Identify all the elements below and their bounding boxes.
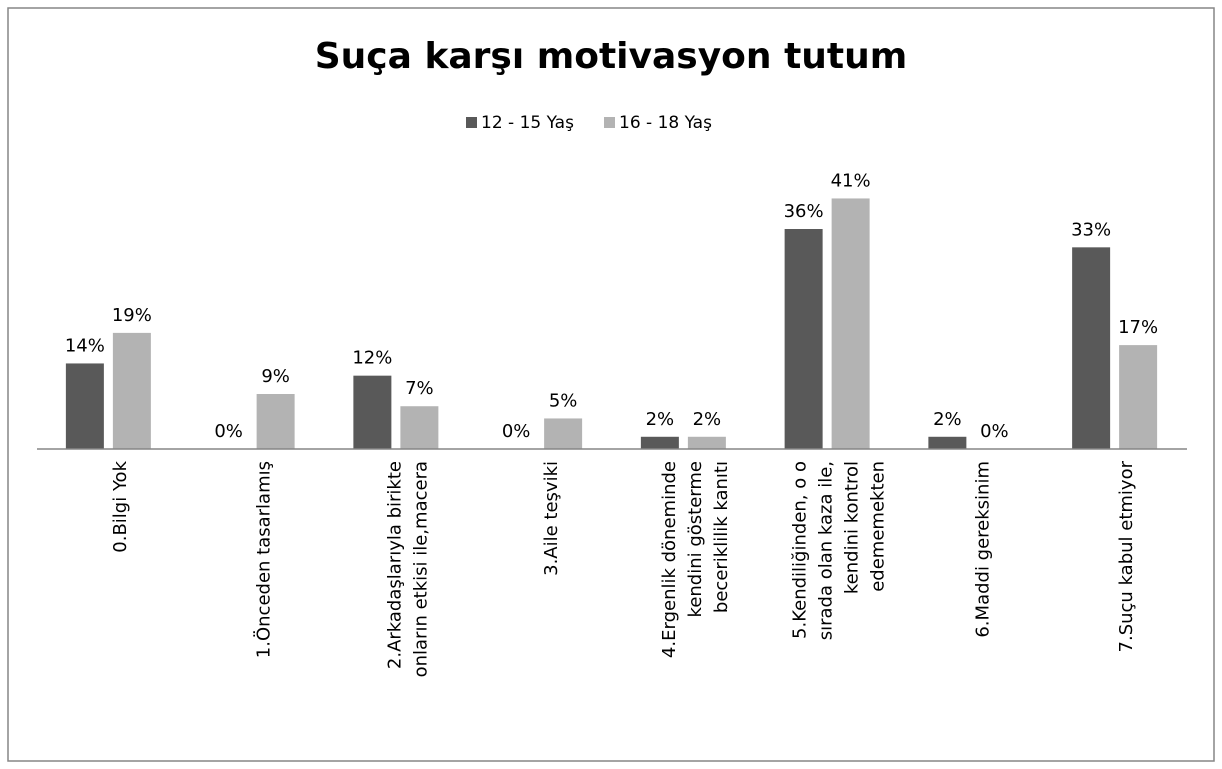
value-label: 7% xyxy=(405,378,434,399)
bar xyxy=(687,436,726,449)
value-label: 19% xyxy=(112,305,152,326)
x-tick-label: kendini gösterme xyxy=(685,461,706,617)
legend-text: 16 - 18 Yaş xyxy=(619,113,712,133)
value-label: 0% xyxy=(980,421,1009,442)
x-tick-label: edememekten xyxy=(868,461,889,592)
bar xyxy=(1072,247,1111,449)
value-label: 33% xyxy=(1071,219,1111,240)
value-label: 2% xyxy=(646,409,675,430)
value-label: 14% xyxy=(65,335,105,356)
chart-border xyxy=(7,7,1215,762)
x-tick-label: 6.Maddi gereksinim xyxy=(972,461,993,638)
value-label: 2% xyxy=(933,409,962,430)
value-label: 2% xyxy=(693,409,722,430)
x-tick-label: 1.Önceden tasarlamış xyxy=(253,461,275,658)
value-label: 5% xyxy=(549,390,578,411)
bar xyxy=(256,394,295,449)
value-label: 36% xyxy=(784,201,824,222)
x-tick-label: 2.Arkadaşlarıyla birikte xyxy=(384,461,405,669)
x-tick-label: beceriklilik kanıtı xyxy=(711,461,732,613)
bar xyxy=(400,406,439,449)
bar xyxy=(1119,345,1158,449)
value-label: 41% xyxy=(831,170,871,191)
bar xyxy=(544,418,583,449)
legend-text: 12 - 15 Yaş xyxy=(481,113,574,133)
legend-swatch xyxy=(604,117,615,128)
x-tick-label: 3.Aile teşviki xyxy=(541,461,562,576)
chart-title: Suça karşı motivasyon tutum xyxy=(315,36,908,77)
value-label: 17% xyxy=(1118,317,1158,338)
x-tick-label: 0.Bilgi Yok xyxy=(110,460,131,552)
bar xyxy=(65,363,104,449)
x-tick-label: onların etkisi ile,macera xyxy=(410,461,431,677)
x-tick-label: kendini kontrol xyxy=(842,461,863,594)
bar xyxy=(928,436,967,449)
bar xyxy=(640,436,679,449)
x-tick-label: 4.Ergenlik döneminde xyxy=(659,461,680,658)
x-tick-label: sırada olan kaza ile, xyxy=(816,461,837,640)
bar xyxy=(784,229,823,449)
legend-swatch xyxy=(466,117,477,128)
x-tick-label: 7.Suçu kabul etmiyor xyxy=(1116,460,1137,652)
value-label: 9% xyxy=(261,366,290,387)
value-label: 0% xyxy=(502,421,531,442)
bar xyxy=(831,198,870,449)
value-label: 12% xyxy=(352,348,392,369)
value-label: 0% xyxy=(214,421,243,442)
bar xyxy=(112,332,151,449)
bar xyxy=(353,375,392,449)
x-tick-label: 5.Kendiliğinden, o o xyxy=(790,461,811,639)
